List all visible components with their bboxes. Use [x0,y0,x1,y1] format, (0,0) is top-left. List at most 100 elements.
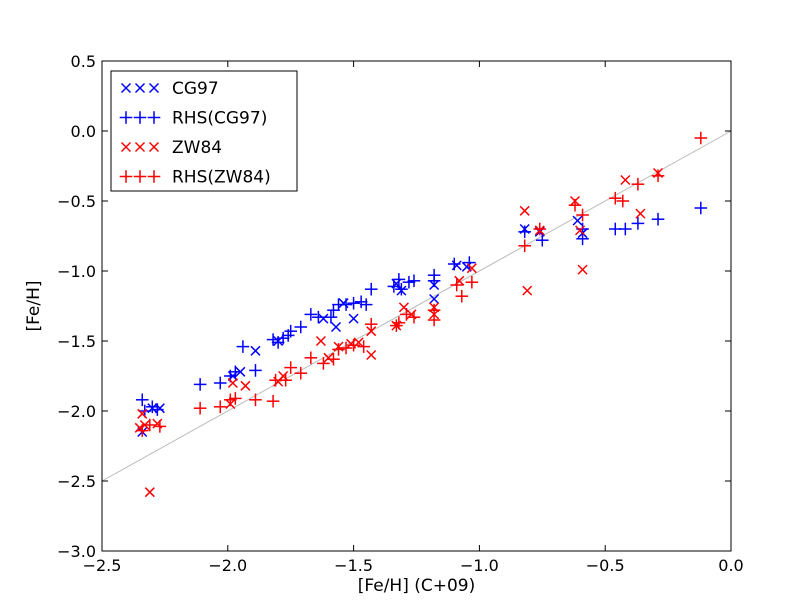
y-tick-label: 0.0 [71,122,96,141]
data-point [347,296,360,310]
x-tick-label: −2.0 [208,556,247,575]
legend-marker [133,170,147,183]
legend-marker [134,82,146,94]
data-point [616,194,630,208]
data-point [392,316,406,330]
data-point [635,208,646,219]
data-point [229,392,242,405]
x-tick-label: −2.5 [83,556,122,575]
x-axis-label: [Fe/H] (C+09) [358,576,476,596]
data-point [536,233,549,247]
series-rhs-zw84 [135,131,708,437]
data-point [390,319,403,332]
data-point [249,364,262,377]
data-point [294,320,308,334]
legend-marker [120,82,132,94]
legend-marker [119,111,133,124]
y-tick-label: −2.0 [57,402,96,421]
data-points [134,131,708,498]
data-point [144,487,155,498]
data-point [357,340,370,353]
data-point [522,285,533,296]
legend-marker [120,141,132,153]
y-tick-label: −3.0 [57,542,96,561]
legend-entry-cg97: CG97 [120,79,219,99]
data-point [151,403,164,416]
data-point [447,257,461,271]
data-point [402,275,416,289]
data-point [137,408,148,419]
data-point [193,401,207,415]
data-point [572,215,583,226]
y-tick-label: 0.5 [71,52,96,71]
data-point [240,380,251,391]
data-point [364,317,378,331]
x-tick-label: −1.0 [460,556,499,575]
data-point [304,308,318,321]
legend-label: ZW84 [172,138,222,158]
data-point [279,373,292,387]
data-point [284,324,297,338]
data-point [249,393,262,407]
y-tick-label: −1.0 [57,262,96,281]
data-point [135,424,149,437]
legend-entries: CG97 RHS(CG97) ZW84 RHS(ZW84) [119,79,271,188]
data-point [619,222,632,236]
data-point [576,208,589,222]
y-tick-label: −0.5 [57,192,96,211]
data-point [135,393,149,407]
data-point [327,352,340,366]
data-point [294,366,308,380]
data-point [651,169,665,183]
data-point [348,313,359,324]
y-tick-label: −2.5 [57,472,96,491]
data-point [339,341,353,355]
data-point [318,313,329,324]
data-point [395,282,408,296]
legend-marker [134,141,146,153]
data-point [229,365,242,379]
data-point [359,298,373,311]
data-point [387,280,401,293]
data-point [364,282,378,296]
x-tick-label: 0.0 [718,556,743,575]
data-point [455,289,469,303]
x-axis-ticks: −2.5 −2.0 −1.5 −1.0 −0.5 0.0 [83,61,744,575]
data-point [392,273,406,286]
y-axis-label: [Fe/H] [24,280,44,331]
data-point [366,326,377,337]
data-point [193,378,207,391]
data-point [518,225,531,239]
data-point [284,361,297,374]
y-axis-ticks: −3.0 −2.5 −2.0 −1.5 −1.0 −0.5 0.0 0.5 [57,52,731,561]
data-point [339,298,353,311]
data-point [146,400,159,414]
data-point [575,225,586,236]
data-point [317,357,330,370]
data-point [266,394,280,408]
data-point [533,222,547,236]
legend-entry-zw84: ZW84 [120,138,222,158]
legend-marker [148,141,160,153]
data-point [651,212,665,226]
data-point [224,393,237,407]
data-point [518,239,531,253]
series-rhs-cg97 [135,201,708,418]
data-point [568,198,582,212]
data-point [407,274,421,288]
legend-entry-rhs-cg97: RHS(CG97) [119,109,267,129]
data-point [608,191,622,205]
data-point [465,275,479,289]
x-tick-label: −0.5 [586,556,625,575]
legend-marker [119,170,133,183]
data-point [466,263,477,274]
data-point [236,340,250,353]
data-point [354,295,368,309]
data-point [323,352,334,363]
data-point [213,400,227,414]
data-point [315,335,326,347]
data-point [276,331,290,345]
data-point [366,349,377,361]
data-point [427,274,441,288]
one-to-one-reference-line [101,130,732,482]
